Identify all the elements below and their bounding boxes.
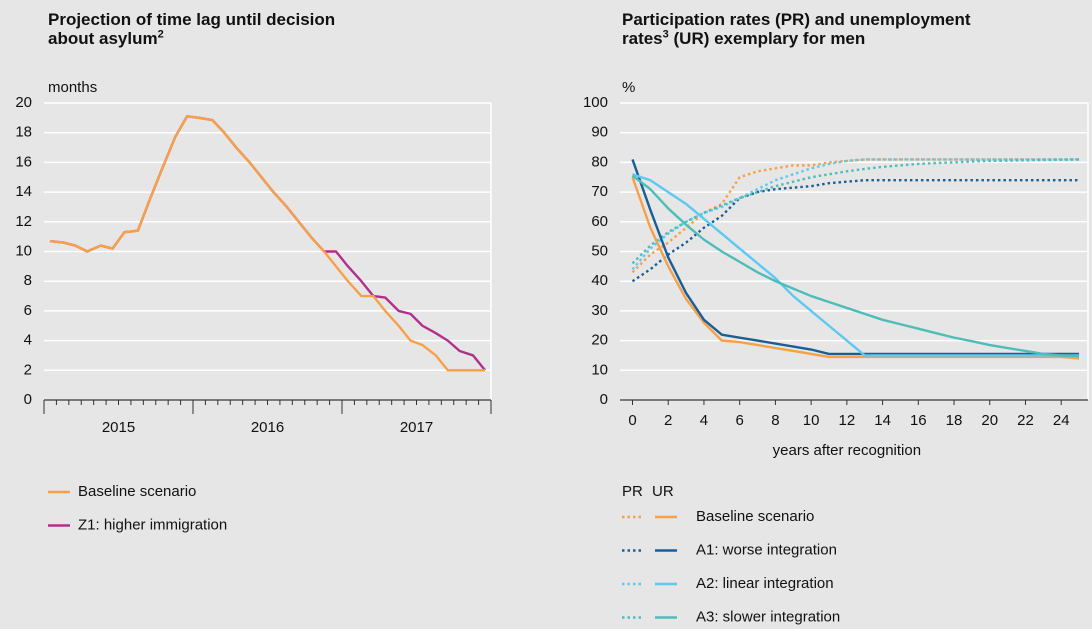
- legend-column-header: UR: [652, 483, 674, 500]
- series-line: [631, 158, 1080, 265]
- legend-label: A2: linear integration: [696, 575, 834, 592]
- legend-label: Baseline scenario: [696, 508, 814, 525]
- y-tick-label: 10: [15, 242, 32, 259]
- legend-label: A3: slower integration: [696, 608, 840, 625]
- y-tick-label: 0: [24, 391, 32, 408]
- x-tick-label: 14: [874, 412, 891, 429]
- y-tick-label: 30: [591, 302, 608, 319]
- chart-title: (UR) exemplary for men: [673, 29, 866, 48]
- x-tick-label: 4: [700, 412, 708, 429]
- x-tick-label: 2015: [102, 419, 135, 436]
- x-tick-label: 0: [628, 412, 636, 429]
- series-line: [632, 173, 1080, 357]
- y-tick-label: 2: [24, 361, 32, 378]
- series-line: [631, 176, 1080, 360]
- y-tick-label: 12: [15, 213, 32, 230]
- x-tick-label: 12: [839, 412, 856, 429]
- chart-title-block: Projection of time lag until decision ab…: [48, 10, 378, 48]
- x-tick-label: 18: [946, 412, 963, 429]
- y-tick-label: 18: [15, 124, 32, 141]
- y-tick-label: 0: [600, 391, 608, 408]
- series-line: [49, 115, 486, 372]
- legend-label: A1: worse integration: [696, 541, 837, 558]
- x-tick-label: 6: [736, 412, 744, 429]
- y-tick-label: 16: [15, 153, 32, 170]
- chart-title: Participation rates (PR) and unemploymen…: [622, 10, 971, 48]
- x-tick-label: 10: [803, 412, 820, 429]
- y-tick-label: 50: [591, 242, 608, 259]
- series-line: [631, 158, 1080, 271]
- y-tick-label: 6: [24, 302, 32, 319]
- y-tick-label: 100: [583, 94, 608, 111]
- chart-title-block: Participation rates (PR) and unemploymen…: [622, 10, 1022, 48]
- legend-column-header: PR: [622, 483, 643, 500]
- legend-label: Baseline scenario: [78, 483, 196, 500]
- y-tick-label: 70: [591, 183, 608, 200]
- series-line: [631, 174, 1080, 358]
- y-tick-label: 20: [591, 332, 608, 349]
- y-tick-label: 90: [591, 124, 608, 141]
- y-tick-label: 60: [591, 213, 608, 230]
- footnote-mark: 3: [662, 28, 669, 41]
- x-tick-label: 16: [910, 412, 927, 429]
- y-tick-label: 20: [15, 94, 32, 111]
- y-tick-label: 8: [24, 272, 32, 289]
- y-axis-label: months: [48, 79, 97, 96]
- y-tick-label: 14: [15, 183, 32, 200]
- series-line: [631, 179, 1080, 283]
- x-axis-label: years after recognition: [773, 442, 921, 459]
- y-tick-label: 40: [591, 272, 608, 289]
- series-line: [631, 159, 1080, 356]
- x-tick-label: 2017: [400, 419, 433, 436]
- footnote-mark: 2: [157, 28, 164, 41]
- x-tick-label: 2016: [251, 419, 284, 436]
- y-axis-label: %: [622, 79, 635, 96]
- legend-label: Z1: higher immigration: [78, 516, 227, 533]
- chart-title: Projection of time lag until decision ab…: [48, 10, 336, 48]
- x-tick-label: 22: [1017, 412, 1034, 429]
- y-tick-label: 4: [24, 332, 32, 349]
- y-tick-label: 80: [591, 153, 608, 170]
- y-tick-label: 10: [591, 361, 608, 378]
- x-tick-label: 24: [1053, 412, 1070, 429]
- x-tick-label: 8: [771, 412, 779, 429]
- x-tick-label: 20: [981, 412, 998, 429]
- x-tick-label: 2: [664, 412, 672, 429]
